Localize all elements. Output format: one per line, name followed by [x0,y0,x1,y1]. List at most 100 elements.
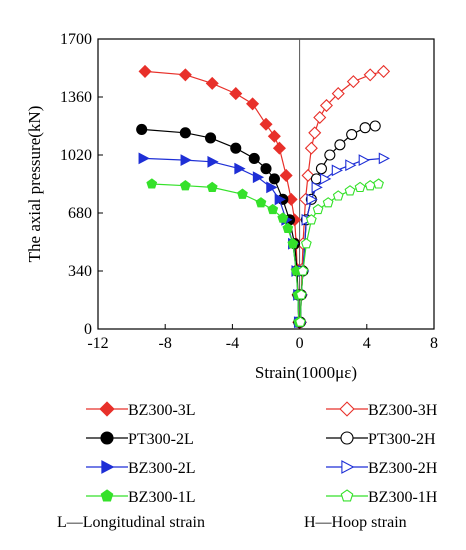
data-point-triangle-right [331,164,343,177]
data-point-circle [315,163,327,175]
legend: BZ300-3L BZ300-3H PT300-2L PT300-2H BZ300-2L… [86,401,438,506]
data-point-triangle-right [252,171,265,184]
data-point-triangle-right [345,159,357,172]
data-point-pentagon [300,238,312,249]
data-point-diamond [313,110,327,124]
y-tick-label: 680 [68,205,92,222]
data-point-circle [205,132,217,144]
data-point-diamond [138,64,152,78]
data-point-diamond [377,64,391,78]
x-tick-label: 8 [430,335,438,352]
data-point-diamond [363,68,377,82]
series-bz300-1h [295,178,384,327]
data-point-pentagon [344,185,356,196]
data-point-triangle-right [180,154,192,167]
legend-label: BZ300-2H [368,460,438,477]
legend-item-pt300-2l: PT300-2L [86,431,194,448]
legend-item-bz300-3l: BZ300-3L [86,401,196,419]
legend-item-bz300-3h: BZ300-3H [326,401,438,419]
data-point-pentagon [287,238,299,249]
data-point-diamond [279,168,293,182]
data-point-pentagon [267,203,279,215]
legend-label: BZ300-3L [128,402,196,419]
data-point-diamond [339,401,355,417]
data-point-pentagon [340,489,354,502]
data-point-circle [179,127,191,139]
data-point-diamond [319,99,333,113]
legend-note-longitudinal: L—Longitudinal strain [57,514,205,531]
data-point-triangle-right [306,193,318,206]
data-point-circle [100,431,114,445]
data-point-pentagon [373,178,384,189]
data-point-pentagon [179,180,191,191]
data-point-pentagon [312,203,324,215]
data-point-pentagon [332,190,344,201]
legend-label: BZ300-3H [368,402,438,419]
data-point-diamond [267,129,281,143]
data-point-pentagon [100,489,114,502]
data-point-triangle-right [358,154,370,167]
data-point-diamond [304,141,318,155]
y-tick-label: 1700 [60,31,92,48]
data-point-diamond [99,401,115,417]
data-point-pentagon [295,316,306,327]
y-tick-label: 0 [84,321,92,338]
data-point-pentagon [277,212,289,223]
data-point-triangle-right [378,152,390,165]
data-point-diamond [178,68,192,82]
data-point-circle [334,139,346,151]
legend-item-bz300-1h: BZ300-1H [326,489,438,506]
legend-label: BZ300-1H [368,489,438,506]
data-point-circle [346,128,358,141]
y-tick-label: 1360 [60,89,92,106]
data-point-pentagon [295,289,307,300]
data-point-pentagon [282,222,294,233]
x-tick-label: 0 [296,335,304,352]
legend-item-bz300-2h: BZ300-2H [326,460,438,477]
data-point-pentagon [146,178,158,189]
data-point-triangle-right [101,460,115,474]
plot-frame [97,38,435,330]
data-point-pentagon [354,181,366,193]
data-point-diamond [246,97,260,111]
data-point-circle [369,120,381,132]
data-point-circle [136,123,148,135]
data-point-circle [268,173,280,185]
data-point-triangle-right [207,155,219,168]
legend-note-hoop: H—Hoop strain [304,514,407,531]
series-line [151,183,300,323]
data-point-diamond [331,87,345,101]
data-point-pentagon [297,265,309,276]
x-axis-title: Strain(1000με) [255,363,357,382]
data-point-pentagon [305,214,317,225]
data-point-circle [230,142,242,154]
y-tick-label: 340 [68,263,92,280]
legend-label: PT300-2L [128,431,194,448]
data-point-pentagon [255,197,267,208]
data-point-triangle-right [274,193,286,206]
data-point-pentagon [237,188,248,199]
data-point-triangle-right [320,172,332,185]
series-pt300-2h [294,120,381,328]
x-tick-label: -8 [159,335,172,352]
data-point-triangle-right [311,181,323,194]
data-point-pentagon [206,181,218,193]
legend-item-bz300-2l: BZ300-2L [86,460,196,477]
legend-label: BZ300-2L [128,460,196,477]
legend-item-bz300-1l: BZ300-1L [86,489,196,506]
data-point-circle [359,122,371,134]
data-point-diamond [272,141,286,155]
data-point-diamond [308,126,322,140]
x-tick-label: 4 [363,335,371,352]
data-point-triangle-right [341,460,355,474]
y-axis-title: The axial pressure(kN) [25,106,44,263]
data-point-circle [248,152,260,164]
legend-label: BZ300-1L [128,489,196,506]
x-tick-label: -4 [226,335,239,352]
series-pt300-2l [136,123,305,328]
series-bz300-1l [146,178,305,327]
data-point-diamond [259,117,273,131]
data-point-triangle-right [138,152,150,165]
x-tick-label: -12 [87,335,108,352]
